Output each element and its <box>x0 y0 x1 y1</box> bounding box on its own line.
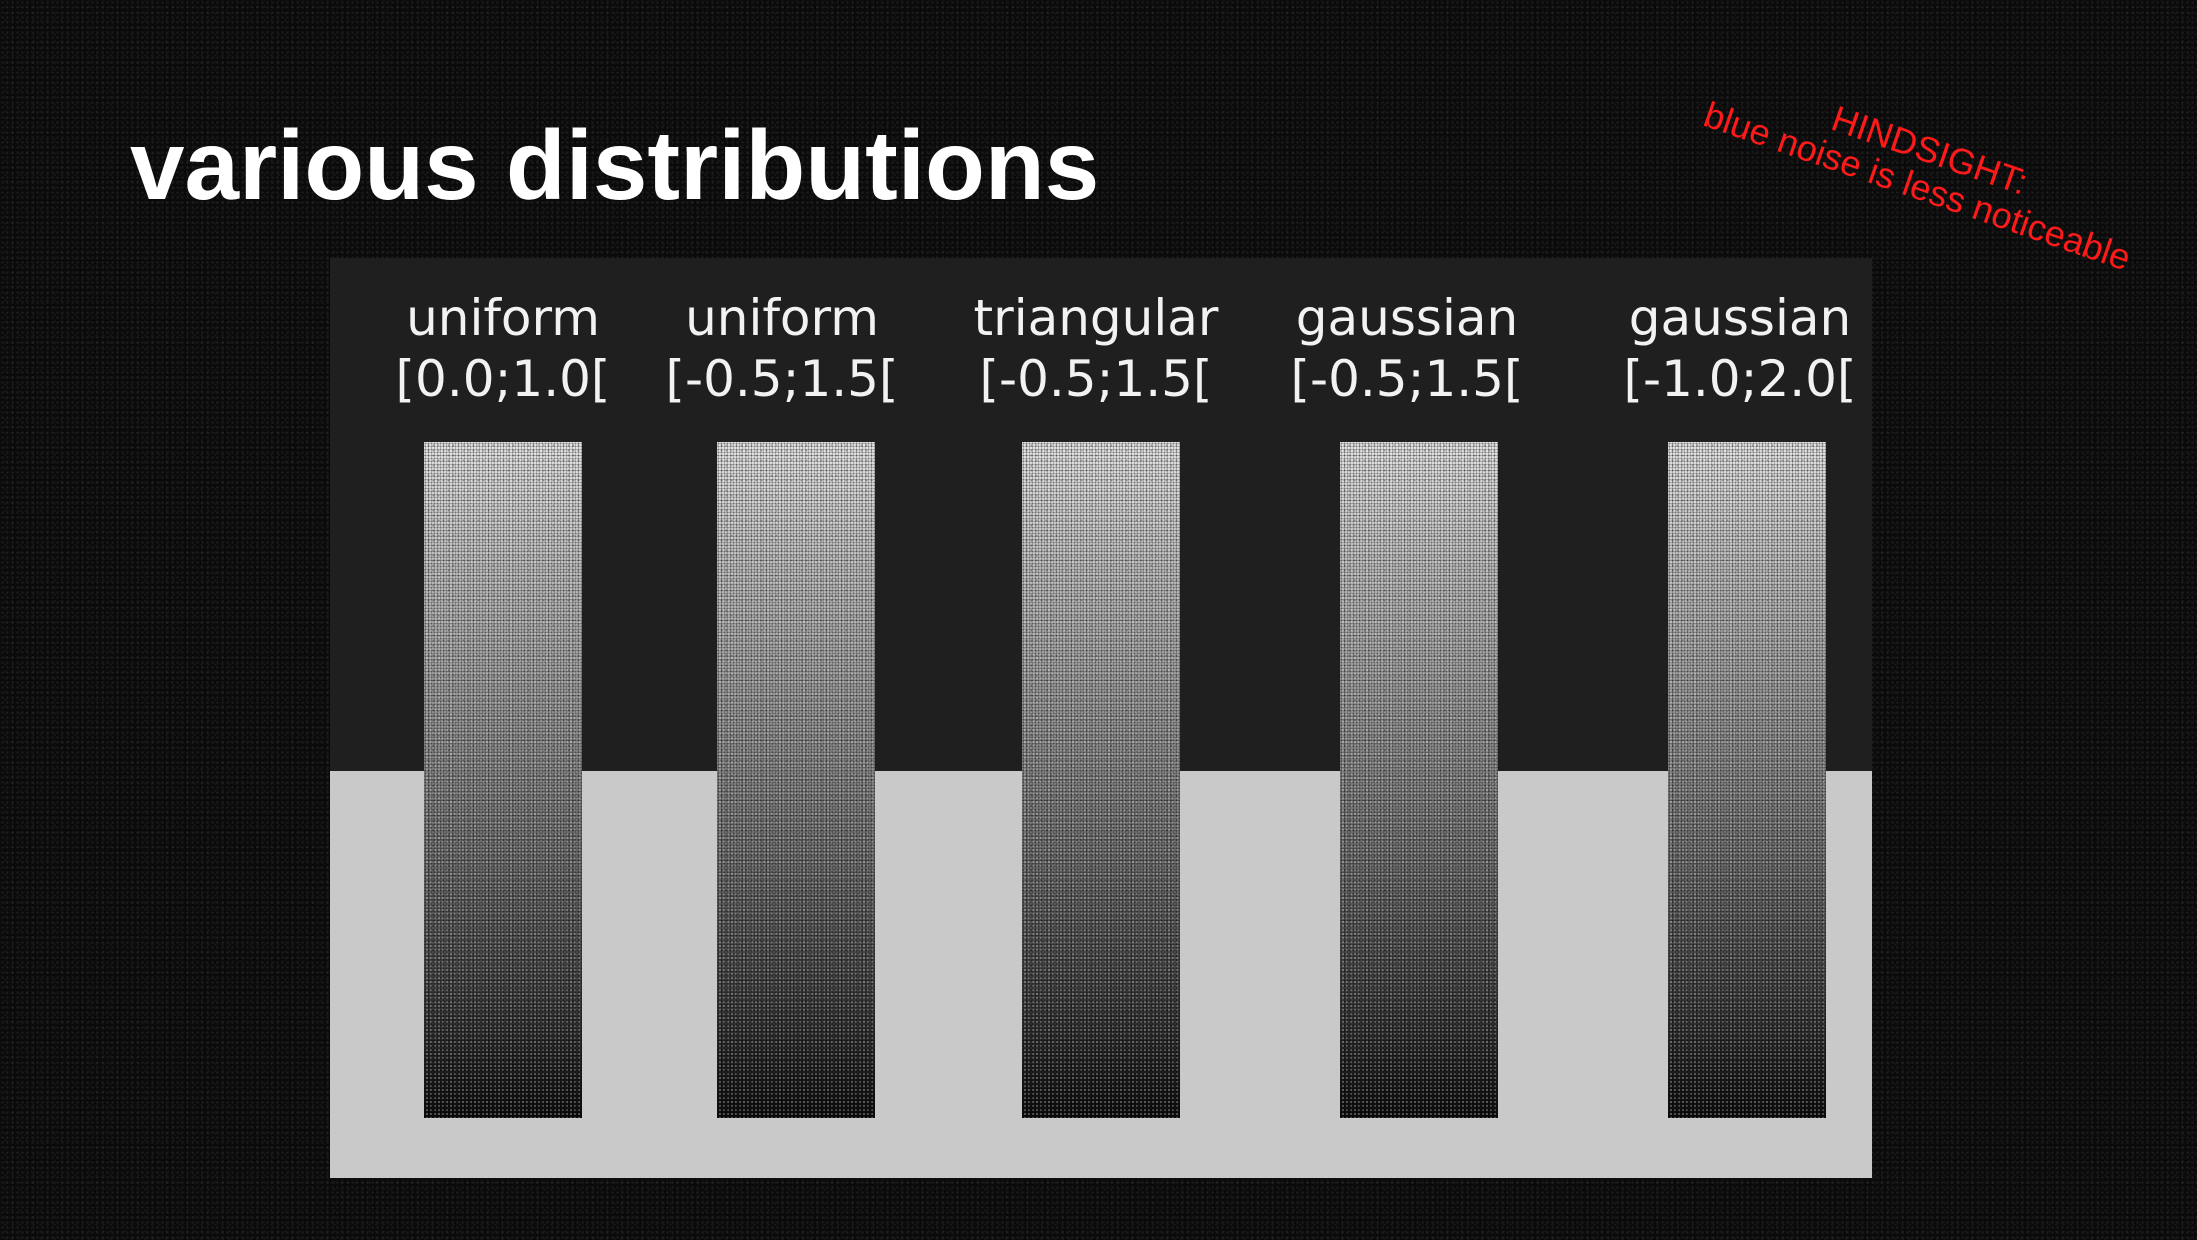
column-label-2: uniform [-0.5;1.5[ <box>632 288 932 410</box>
noise-gradient-bar-3 <box>1022 442 1180 1118</box>
slide-title: various distributions <box>130 110 1100 220</box>
distribution-name: gaussian <box>1295 289 1519 347</box>
distribution-range: [-0.5;1.5[ <box>979 350 1213 408</box>
distribution-range: [0.0;1.0[ <box>395 350 611 408</box>
column-label-5: gaussian [-1.0;2.0[ <box>1590 288 1890 410</box>
distribution-name: gaussian <box>1628 289 1852 347</box>
distribution-range: [-0.5;1.5[ <box>665 350 899 408</box>
distribution-figure: uniform [0.0;1.0[ uniform [-0.5;1.5[ tri… <box>330 258 1872 1178</box>
distribution-name: triangular <box>973 289 1219 347</box>
distribution-range: [-1.0;2.0[ <box>1623 350 1857 408</box>
column-label-3: triangular [-0.5;1.5[ <box>946 288 1246 410</box>
hindsight-note: HINDSIGHT: blue noise is less noticeable <box>1665 48 2181 289</box>
column-label-1: uniform [0.0;1.0[ <box>353 288 653 410</box>
noise-gradient-bar-1 <box>424 442 582 1118</box>
distribution-name: uniform <box>685 289 879 347</box>
distribution-range: [-0.5;1.5[ <box>1290 350 1524 408</box>
column-label-4: gaussian [-0.5;1.5[ <box>1257 288 1557 410</box>
noise-gradient-bar-2 <box>717 442 875 1118</box>
distribution-name: uniform <box>406 289 600 347</box>
noise-gradient-bar-5 <box>1668 442 1826 1118</box>
noise-gradient-bar-4 <box>1340 442 1498 1118</box>
